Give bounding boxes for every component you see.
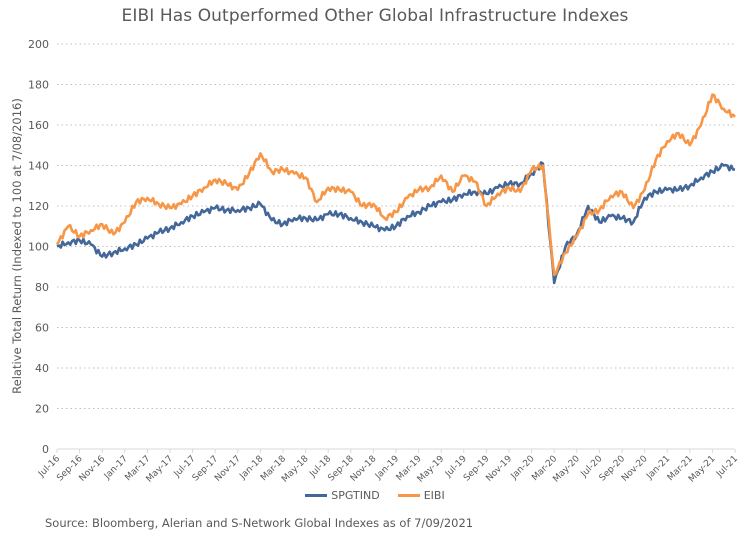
y-tick-label: 20 — [35, 403, 49, 416]
source-note: Source: Bloomberg, Alerian and S-Network… — [45, 516, 474, 530]
y-axis-label: Relative Total Return (Indexed to 100 at… — [10, 98, 24, 394]
y-tick-label: 160 — [28, 119, 49, 132]
legend-item-spgtind: SPGTIND — [305, 489, 380, 502]
x-tick-label: Nov-19 — [484, 454, 514, 484]
y-axis-ticks: 0 20 40 60 80 100 120 140 160 180 200 — [28, 38, 49, 456]
y-tick-label: 40 — [35, 362, 49, 375]
series-line-spgtind — [56, 161, 736, 285]
legend-label-spgtind: SPGTIND — [331, 489, 380, 502]
x-tick-label: Nov-18 — [349, 454, 379, 484]
y-tick-label: 120 — [28, 200, 49, 213]
x-axis: Jul-16Sep-16Nov-16Jan-17Mar-17May-17Jul-… — [36, 448, 740, 485]
y-tick-label: 100 — [28, 241, 49, 254]
legend-label-eibi: EIBI — [423, 489, 445, 502]
y-tick-label: 60 — [35, 322, 49, 335]
y-tick-label: 200 — [28, 38, 49, 51]
series-line-eibi — [55, 93, 736, 277]
y-tick-label: 140 — [28, 160, 49, 173]
legend-swatch-eibi — [397, 494, 420, 497]
legend: SPGTIND EIBI — [0, 489, 750, 502]
y-tick-label: 180 — [28, 79, 49, 92]
legend-swatch-spgtind — [305, 494, 328, 497]
chart-title: EIBI Has Outperformed Other Global Infra… — [121, 6, 629, 26]
y-tick-label: 0 — [42, 443, 49, 456]
x-tick-label: Nov-16 — [78, 454, 108, 484]
series-lines — [55, 93, 736, 285]
y-tick-label: 80 — [35, 281, 49, 294]
legend-item-eibi: EIBI — [397, 489, 445, 502]
x-tick-label: Nov-20 — [620, 454, 650, 484]
x-tick-label: Jul-21 — [714, 454, 740, 480]
